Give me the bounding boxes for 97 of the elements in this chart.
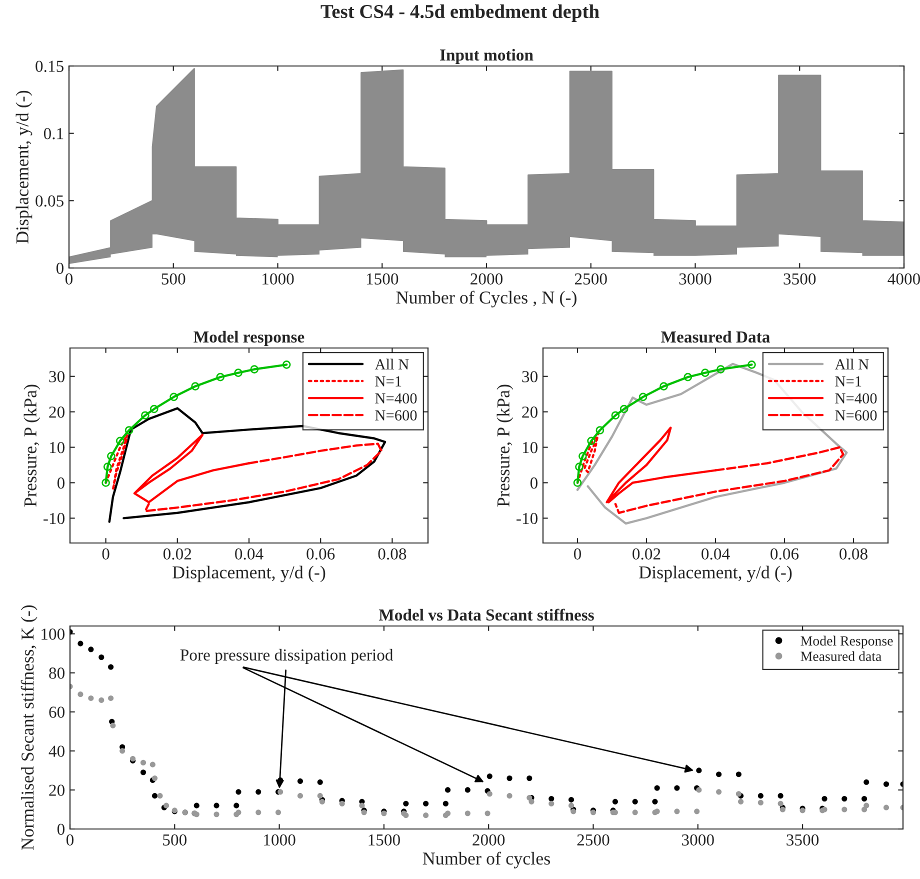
y-axis-title: Pressure, P (kPa) — [496, 384, 514, 507]
y-tick-label: -10 — [44, 512, 65, 524]
x-axis-title: Number of Cycles , N (-) — [396, 290, 576, 308]
x-tick-label: 0.04 — [702, 548, 730, 560]
y-tick-label: 0 — [57, 824, 65, 835]
y-tick-label: 20 — [522, 406, 538, 418]
chart-title: Model response — [194, 330, 304, 346]
chart-title: Model vs Data Secant stiffness — [378, 608, 594, 621]
point — [575, 462, 584, 471]
x-tick-label: 3000 — [682, 834, 714, 846]
y-tick-label: 0 — [57, 477, 65, 489]
point — [107, 452, 116, 460]
x-tick-label: 2000 — [472, 834, 505, 846]
y-tick-label: 20 — [49, 784, 65, 796]
chart-title: Measured Data — [661, 330, 770, 343]
point — [578, 452, 587, 460]
legend-label: Measured data — [800, 651, 882, 662]
x-tick-label: 0.08 — [840, 548, 868, 560]
x-tick-label: 3500 — [784, 273, 816, 285]
y-tick-label: 10 — [522, 442, 538, 454]
x-tick-label: 0.02 — [632, 548, 660, 560]
x-tick-label: 0 — [102, 548, 110, 560]
legend-label: N=1 — [835, 376, 862, 386]
y-tick-label: -10 — [516, 512, 538, 524]
point — [587, 436, 596, 446]
y-tick-label: 0.15 — [36, 60, 64, 72]
legend-label: All N — [834, 358, 869, 370]
point — [216, 372, 225, 382]
point — [141, 411, 150, 420]
point — [150, 404, 158, 414]
point — [116, 436, 124, 446]
y-tick-label: 80 — [49, 668, 65, 679]
x-tick-label: 0.08 — [378, 548, 406, 560]
chart-subtitle: Input motion — [440, 48, 534, 64]
y-axis-title: Normalised Secant stiffness, K (-) — [20, 605, 38, 850]
point — [250, 365, 259, 374]
y-tick-label: 40 — [48, 746, 65, 757]
x-tick-label: 2500 — [577, 834, 610, 846]
point — [596, 426, 604, 434]
x-tick-label: 0 — [574, 548, 582, 560]
point — [573, 478, 582, 487]
x-tick-label: 1000 — [262, 273, 294, 285]
y-tick-label: 0 — [530, 477, 538, 489]
point — [611, 411, 620, 420]
point — [716, 365, 725, 374]
y-tick-label: 100 — [42, 628, 65, 640]
point — [620, 404, 628, 414]
x-tick-label: 3500 — [786, 834, 819, 846]
legend-label: N=400 — [375, 393, 417, 404]
x-axis-title: Displacement, y/d (-) — [639, 566, 792, 582]
point — [660, 382, 668, 390]
point — [684, 372, 692, 382]
legend-label: N=1 — [375, 376, 402, 386]
y-tick-label: 10 — [50, 442, 65, 454]
x-axis-title: Displacement, y/d (-) — [172, 566, 326, 582]
x-tick-label: 0.04 — [235, 548, 264, 560]
x-tick-label: 1000 — [264, 834, 296, 846]
x-tick-label: 4000 — [888, 273, 920, 285]
legend-label: N=400 — [835, 393, 877, 404]
x-tick-label: 1500 — [368, 834, 400, 846]
point — [191, 382, 200, 390]
y-tick-label: 30 — [522, 371, 538, 382]
y-tick-label: 60 — [49, 706, 65, 718]
x-tick-label: 0 — [65, 273, 73, 285]
point — [234, 368, 242, 377]
point — [638, 392, 648, 402]
legend-label: N=600 — [375, 410, 417, 421]
point — [748, 360, 756, 369]
legend-label: All N — [374, 358, 409, 370]
x-axis-title: Number of cycles — [422, 852, 550, 868]
y-axis-title: Pressure, P (kPa) — [24, 384, 40, 507]
x-tick-label: 2500 — [574, 273, 607, 285]
x-tick-label: 0.02 — [163, 548, 192, 560]
x-tick-label: 3000 — [679, 273, 712, 285]
point — [103, 462, 112, 471]
point — [700, 368, 710, 377]
x-tick-label: 500 — [163, 834, 187, 846]
y-axis-title: Displacement, y/d (-) — [16, 90, 32, 244]
y-tick-label: 20 — [49, 406, 65, 418]
legend-label: N=600 — [835, 410, 877, 421]
legend-label: Model Response — [800, 636, 893, 648]
chart-title: Test CS4 - 4.5d embedment depth — [320, 4, 600, 22]
y-tick-label: 0.05 — [36, 195, 64, 207]
x-tick-label: 1500 — [366, 273, 398, 285]
x-tick-label: 0.06 — [306, 548, 335, 560]
y-tick-label: 0.1 — [44, 128, 64, 140]
annotation: Pore pressure dissipation period — [180, 648, 394, 664]
point — [282, 360, 291, 369]
x-tick-label: 2000 — [470, 273, 503, 285]
x-tick-label: 0 — [66, 834, 74, 846]
point — [124, 426, 134, 434]
x-tick-label: 0.06 — [770, 548, 799, 560]
y-tick-label: 0 — [56, 262, 64, 274]
y-tick-label: 30 — [49, 371, 65, 382]
point — [102, 478, 110, 487]
x-tick-label: 500 — [162, 273, 186, 285]
point — [170, 392, 178, 402]
